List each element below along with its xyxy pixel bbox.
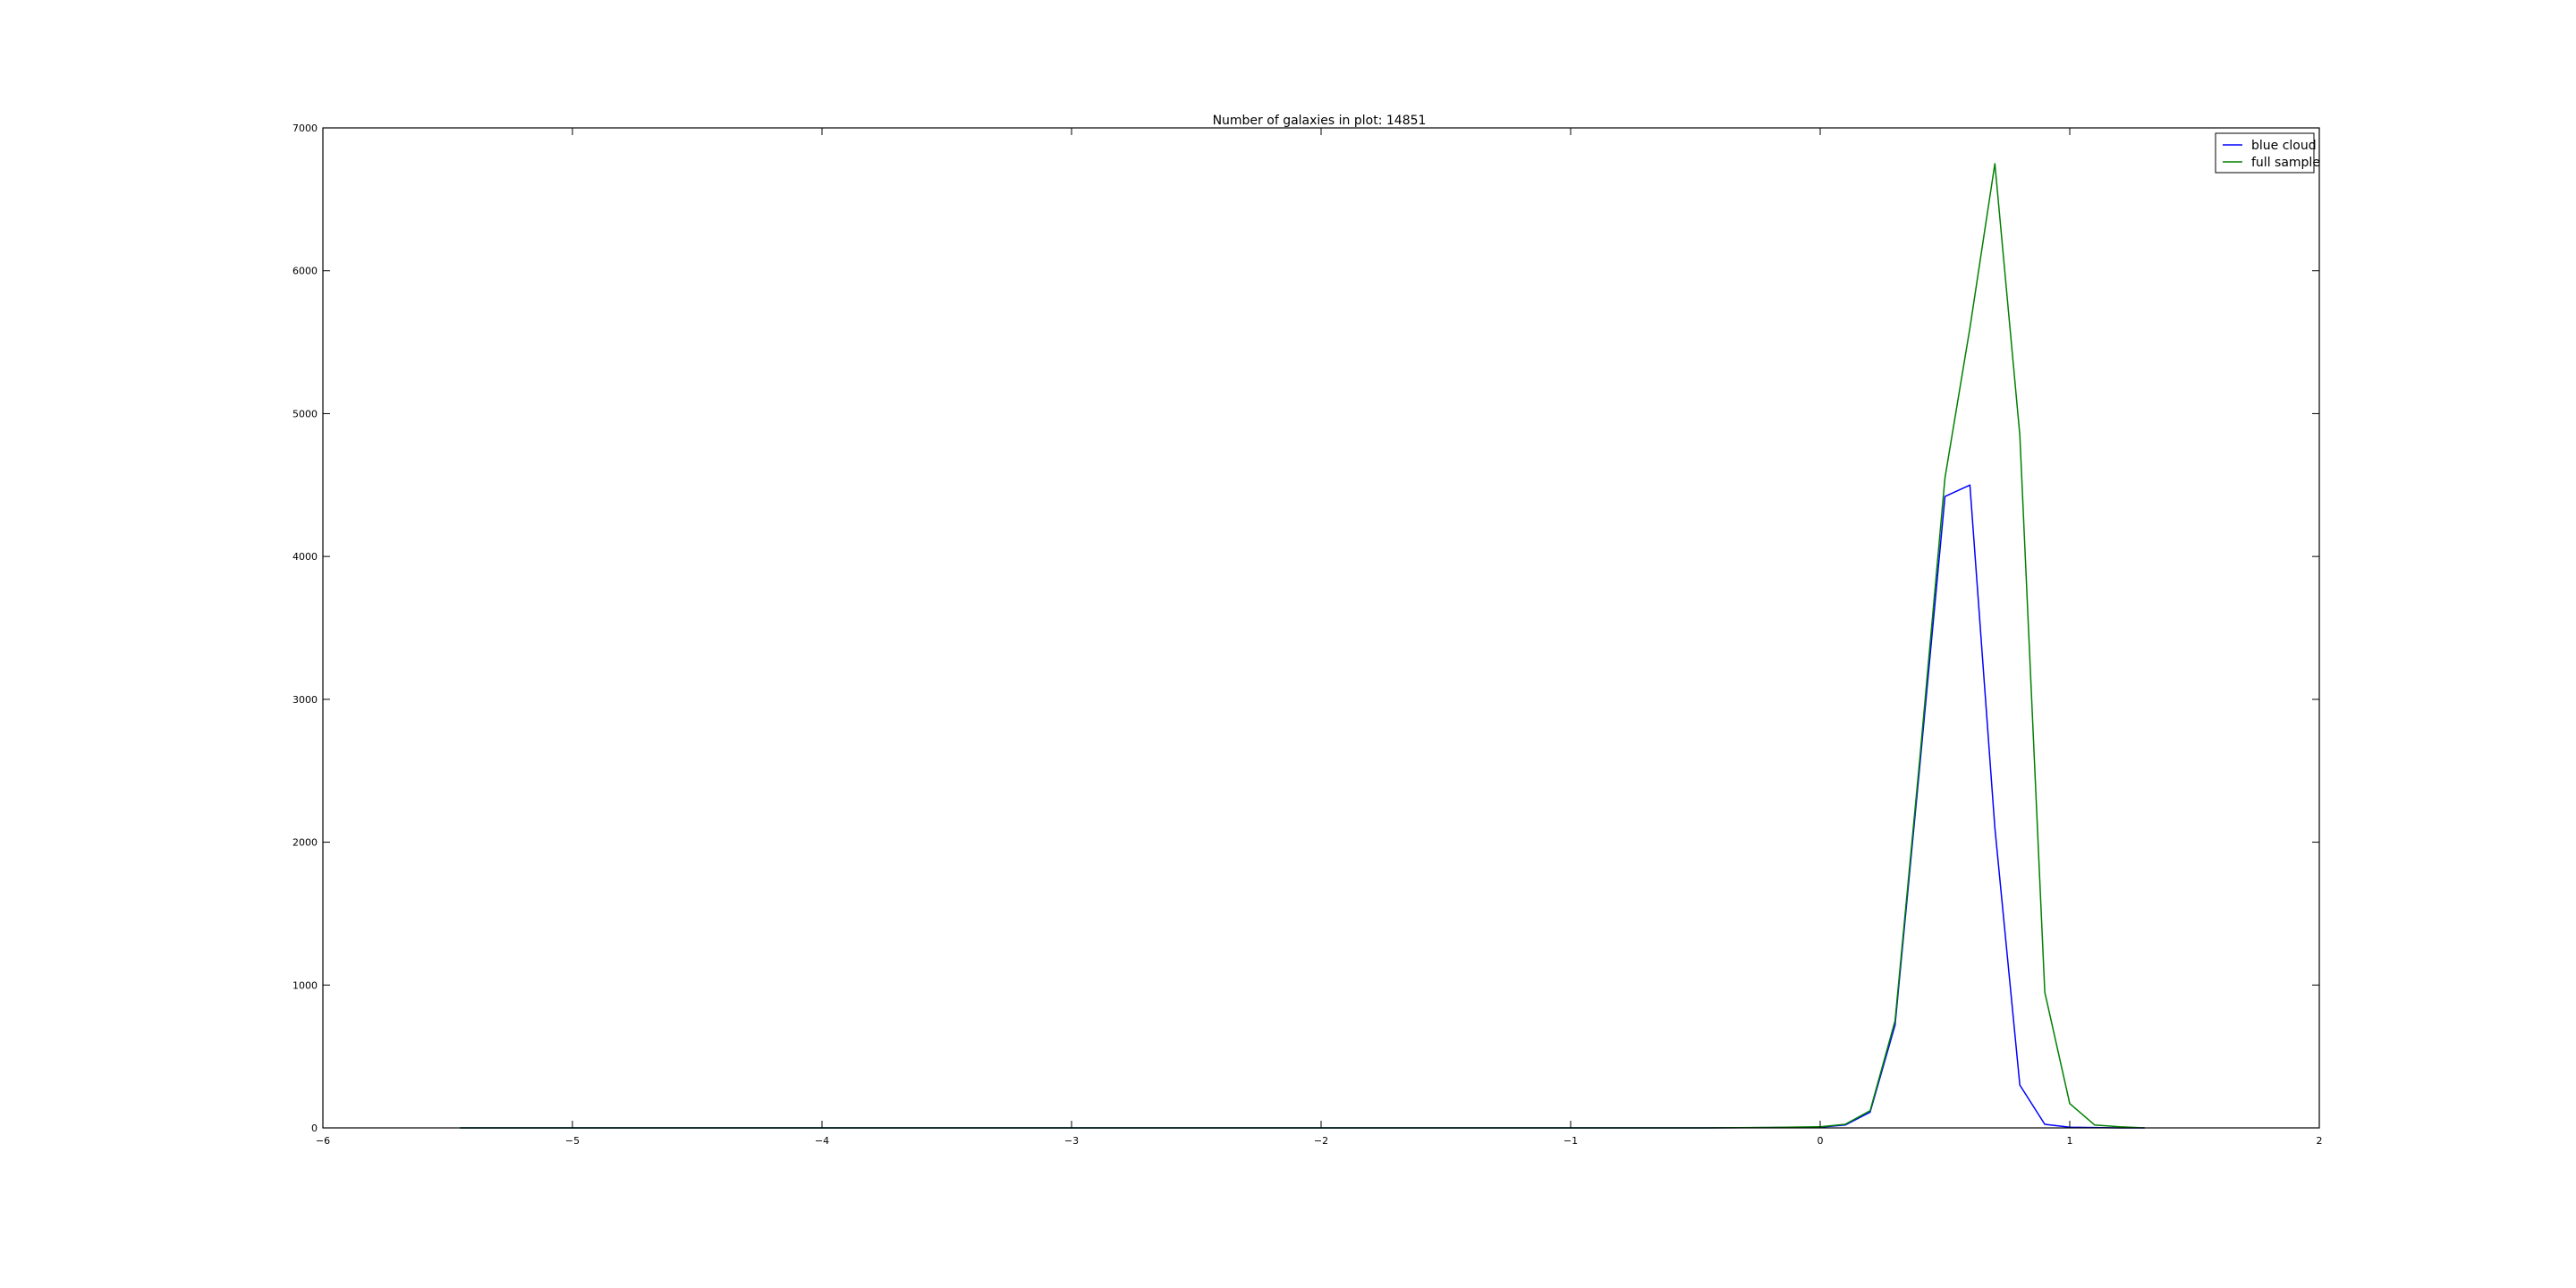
legend: blue cloud full sample xyxy=(2216,133,2320,173)
x-tick-label: −4 xyxy=(815,1135,829,1147)
chart-title: Number of galaxies in plot: 14851 xyxy=(1213,114,1427,128)
legend-label: full sample xyxy=(2251,156,2320,170)
y-tick-label: 6000 xyxy=(292,266,318,277)
x-tick-label: 2 xyxy=(2317,1135,2323,1147)
y-tick-label: 5000 xyxy=(292,408,318,419)
x-tick-label: −3 xyxy=(1064,1135,1079,1147)
y-tick-label: 7000 xyxy=(292,123,318,134)
y-tick-label: 4000 xyxy=(292,551,318,563)
x-tick-label: −2 xyxy=(1314,1135,1328,1147)
y-tick-label: 0 xyxy=(311,1123,318,1134)
x-tick-label: −1 xyxy=(1563,1135,1578,1147)
legend-label: blue cloud xyxy=(2251,139,2317,153)
y-tick-label: 3000 xyxy=(292,694,318,706)
y-tick-label: 2000 xyxy=(292,837,318,849)
x-tick-label: 0 xyxy=(1818,1135,1824,1147)
x-tick-label: −6 xyxy=(316,1135,330,1147)
x-tick-label: 1 xyxy=(2067,1135,2073,1147)
y-tick-label: 1000 xyxy=(292,979,318,991)
x-tick-label: −5 xyxy=(565,1135,580,1147)
